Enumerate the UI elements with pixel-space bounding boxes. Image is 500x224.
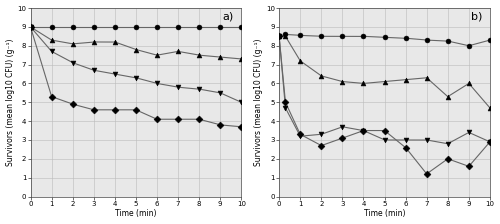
Y-axis label: Survivors (mean log10 CFU) (g⁻¹): Survivors (mean log10 CFU) (g⁻¹) [254, 39, 263, 166]
Text: a): a) [222, 12, 234, 22]
X-axis label: Time (min): Time (min) [364, 209, 406, 218]
Text: b): b) [471, 12, 482, 22]
X-axis label: Time (min): Time (min) [115, 209, 156, 218]
Y-axis label: Survivors (mean log10 CFU) (g⁻¹): Survivors (mean log10 CFU) (g⁻¹) [6, 39, 15, 166]
